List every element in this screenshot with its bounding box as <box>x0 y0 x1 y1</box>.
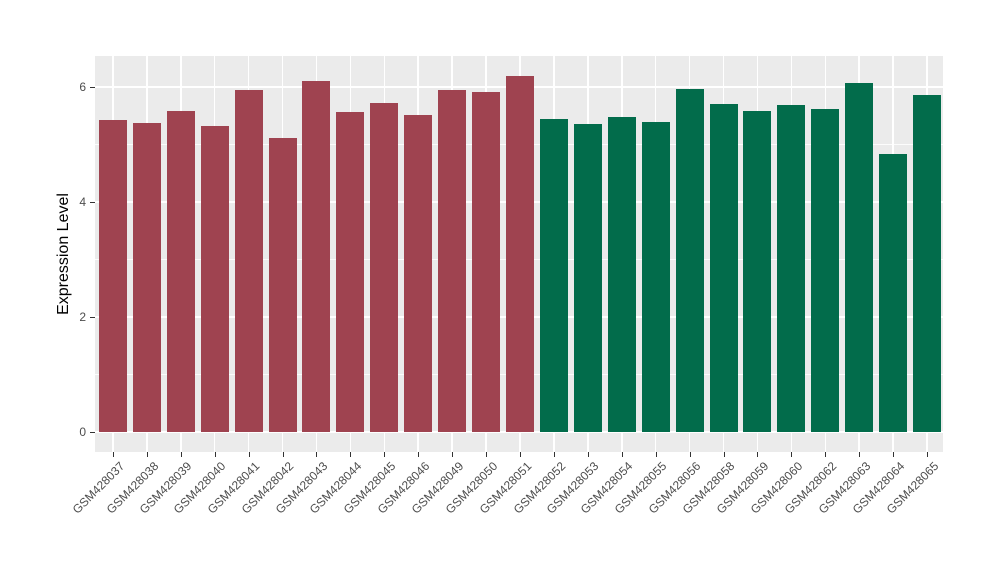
bar-GSM428040 <box>200 125 229 432</box>
x-tick-mark-GSM428037 <box>112 452 114 457</box>
bar-GSM428065 <box>913 95 942 432</box>
bar-GSM428055 <box>641 121 670 432</box>
y-tick-label-0: 0 <box>79 425 86 439</box>
x-tick-mark-GSM428041 <box>248 452 250 457</box>
bar-GSM428063 <box>845 82 874 432</box>
bar-GSM428059 <box>743 110 772 432</box>
y-tick-label-2: 2 <box>79 310 86 324</box>
x-tick-mark-GSM428046 <box>418 452 420 457</box>
x-tick-mark-GSM428045 <box>384 452 386 457</box>
x-tick-mark-GSM428050 <box>486 452 488 457</box>
y-axis-title: Expression Level <box>55 193 72 315</box>
bar-GSM428058 <box>709 104 738 432</box>
plot-panel <box>95 56 943 452</box>
y-tick-mark-4 <box>90 202 95 203</box>
bar-GSM428039 <box>166 111 195 432</box>
x-tick-mark-GSM428038 <box>146 452 148 457</box>
x-tick-mark-GSM428056 <box>689 452 691 457</box>
major-gridline-y-0 <box>95 431 943 433</box>
bar-GSM428062 <box>811 109 840 432</box>
x-tick-mark-GSM428051 <box>520 452 521 457</box>
x-tick-mark-GSM428063 <box>859 452 861 457</box>
x-tick-mark-GSM428064 <box>893 452 895 457</box>
x-tick-mark-GSM428059 <box>757 452 759 457</box>
bar-GSM428052 <box>539 118 568 432</box>
bar-GSM428050 <box>472 91 501 432</box>
bar-GSM428046 <box>404 114 433 432</box>
bar-GSM428041 <box>234 89 263 432</box>
x-tick-mark-GSM428055 <box>655 452 657 457</box>
bar-GSM428038 <box>132 122 161 432</box>
x-tick-mark-GSM428040 <box>214 452 216 457</box>
bar-GSM428054 <box>607 117 636 432</box>
bar-GSM428045 <box>370 102 399 432</box>
x-tick-mark-GSM428060 <box>791 452 793 457</box>
x-tick-mark-GSM428052 <box>553 452 555 457</box>
x-tick-mark-GSM428053 <box>587 452 589 457</box>
y-tick-label-4: 4 <box>79 195 86 209</box>
bar-GSM428064 <box>879 153 908 432</box>
bar-GSM428060 <box>777 105 806 432</box>
bar-GSM428044 <box>336 111 365 432</box>
x-tick-mark-GSM428058 <box>723 452 725 457</box>
bar-GSM428051 <box>506 75 534 432</box>
x-tick-mark-GSM428043 <box>316 452 318 457</box>
x-tick-mark-GSM428062 <box>825 452 827 457</box>
bar-GSM428042 <box>268 137 297 432</box>
y-tick-mark-6 <box>90 87 95 88</box>
x-tick-mark-GSM428054 <box>621 452 623 457</box>
x-tick-mark-GSM428065 <box>927 452 929 457</box>
x-tick-mark-GSM428039 <box>180 452 182 457</box>
bar-GSM428049 <box>438 89 467 432</box>
bar-GSM428043 <box>302 81 331 432</box>
bar-GSM428053 <box>573 123 602 432</box>
y-tick-label-6: 6 <box>79 80 86 94</box>
x-tick-mark-GSM428049 <box>452 452 454 457</box>
x-tick-mark-GSM428042 <box>282 452 284 457</box>
bar-GSM428056 <box>675 89 704 432</box>
x-tick-mark-GSM428044 <box>350 452 352 457</box>
bar-GSM428037 <box>98 119 127 432</box>
y-tick-mark-2 <box>90 317 95 318</box>
y-tick-mark-0 <box>90 432 95 433</box>
